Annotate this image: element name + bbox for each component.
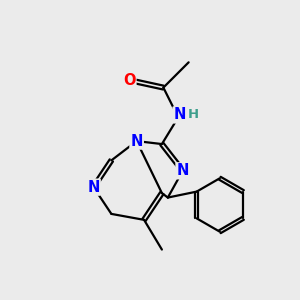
Text: H: H	[188, 108, 199, 122]
Text: N: N	[173, 107, 186, 122]
Text: N: N	[176, 163, 189, 178]
Text: N: N	[130, 134, 143, 148]
Text: O: O	[123, 73, 135, 88]
Text: N: N	[87, 180, 100, 195]
